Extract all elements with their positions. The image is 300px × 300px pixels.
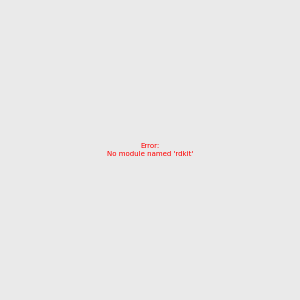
Text: Error:
No module named 'rdkit': Error: No module named 'rdkit'	[107, 143, 193, 157]
